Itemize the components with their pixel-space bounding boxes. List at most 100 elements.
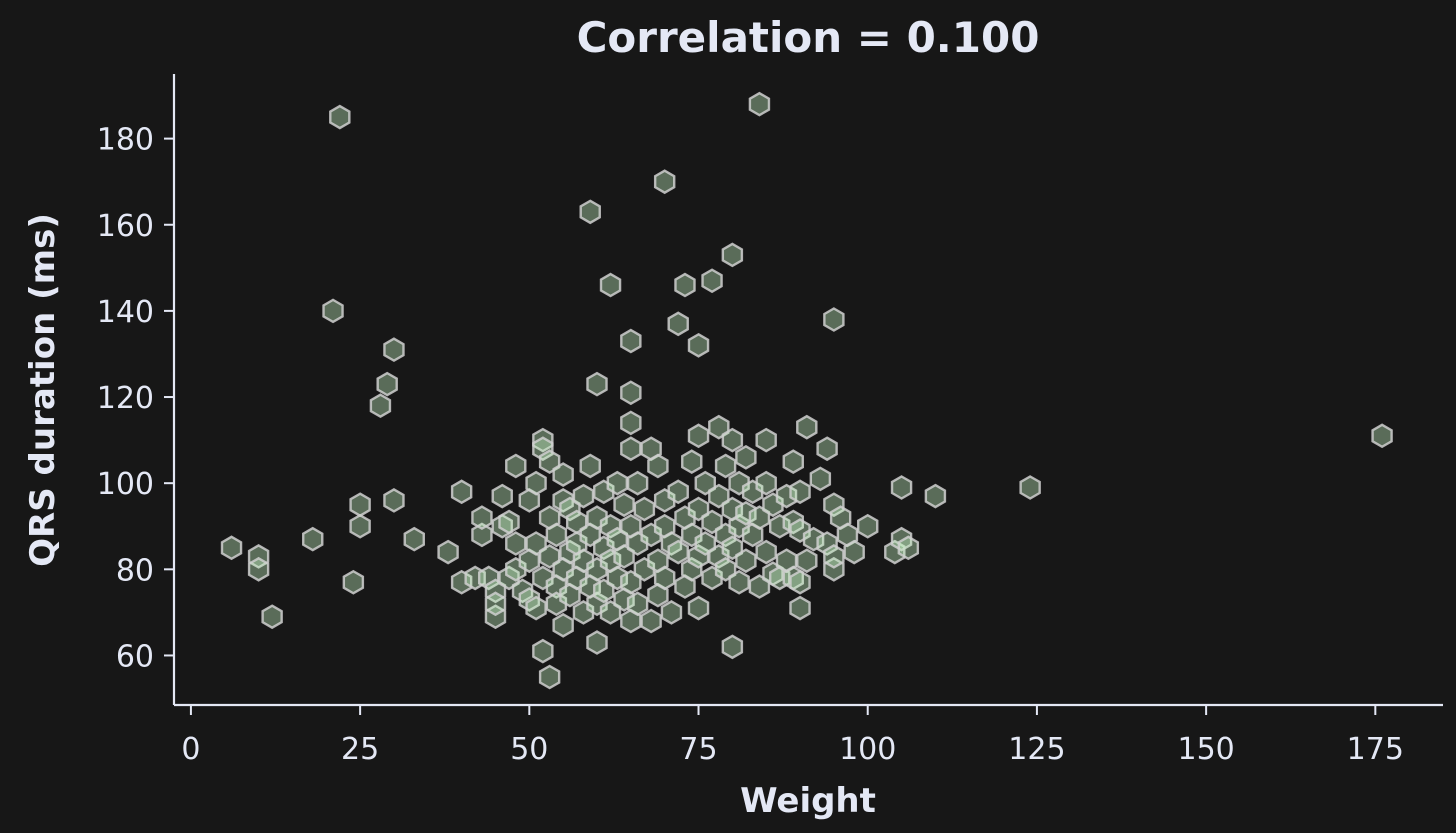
data-point — [471, 505, 493, 531]
x-tick-label: 25 — [341, 732, 379, 767]
data-point — [349, 492, 371, 518]
data-point — [538, 664, 561, 690]
data-point — [538, 449, 561, 475]
x-tick-label: 75 — [679, 732, 717, 767]
x-tick-label: 175 — [1347, 732, 1404, 767]
data-point — [559, 582, 581, 608]
data-point — [708, 414, 730, 440]
x-ticks: 0 25 50 75 100 125 150 175 — [181, 705, 1404, 767]
data-point — [640, 608, 662, 634]
data-point — [532, 436, 554, 462]
data-point — [816, 436, 838, 462]
data-point — [728, 569, 750, 595]
data-point — [721, 634, 744, 660]
data-point — [735, 444, 757, 470]
data-point — [471, 522, 493, 548]
data-point — [823, 544, 845, 569]
data-point — [748, 91, 771, 117]
data-point — [721, 535, 744, 561]
data-point — [782, 509, 804, 535]
data-point — [369, 393, 392, 419]
data-point — [498, 565, 520, 591]
x-tick-label: 125 — [1008, 732, 1065, 767]
data-point — [755, 539, 777, 565]
data-point — [498, 509, 520, 535]
data-point — [694, 531, 717, 556]
data-point — [383, 488, 405, 513]
data-point — [505, 531, 527, 556]
data-point — [667, 311, 689, 337]
y-tick-label: 100 — [97, 467, 154, 502]
data-point — [789, 595, 811, 621]
data-point — [376, 371, 398, 397]
data-point — [620, 410, 642, 436]
data-point — [620, 328, 642, 354]
data-point — [714, 453, 737, 479]
x-tick-label: 100 — [839, 732, 896, 767]
data-point — [261, 604, 283, 630]
data-point — [586, 371, 608, 397]
data-point — [525, 531, 547, 556]
y-tick-label: 140 — [97, 295, 154, 330]
y-tick-label: 60 — [116, 639, 154, 674]
data-point — [633, 496, 656, 522]
data-point — [599, 272, 622, 298]
data-point — [552, 462, 574, 487]
data-point — [660, 600, 683, 625]
data-point — [626, 470, 649, 496]
x-tick-label: 150 — [1177, 732, 1234, 767]
data-point — [565, 509, 588, 535]
data-point — [660, 531, 683, 556]
points-layer — [220, 91, 1393, 690]
data-point — [525, 595, 547, 621]
data-point — [599, 513, 622, 539]
data-point — [647, 582, 669, 608]
data-point — [714, 556, 737, 582]
data-point — [532, 638, 554, 664]
data-point — [525, 470, 547, 496]
data-point — [620, 436, 642, 462]
data-point — [437, 539, 459, 565]
data-point — [667, 539, 689, 565]
data-point — [220, 535, 243, 561]
data-point — [823, 307, 845, 332]
data-point — [687, 595, 710, 621]
data-point — [796, 548, 818, 574]
y-axis-label: QRS duration (ms) — [23, 213, 63, 567]
data-point — [755, 427, 777, 453]
data-point — [484, 591, 507, 617]
data-point — [322, 298, 344, 324]
data-point — [247, 556, 270, 582]
data-point — [545, 522, 568, 548]
data-point — [647, 453, 669, 479]
data-point — [518, 587, 541, 612]
data-point — [687, 423, 710, 449]
data-point — [796, 414, 818, 440]
data-point — [552, 488, 574, 513]
data-point — [477, 565, 500, 591]
data-point — [924, 483, 947, 509]
x-tick-label: 0 — [181, 732, 200, 767]
data-point — [701, 509, 723, 535]
data-point — [532, 427, 554, 453]
data-point — [782, 449, 804, 475]
data-point — [613, 492, 635, 518]
data-point — [674, 272, 696, 298]
data-point — [620, 608, 642, 634]
data-point — [579, 199, 601, 225]
data-point — [572, 483, 595, 509]
y-ticks: 60 80 100 120 140 160 180 — [97, 123, 174, 674]
data-point — [816, 531, 838, 556]
data-point — [349, 513, 371, 539]
data-point — [342, 569, 365, 595]
data-point — [653, 169, 676, 195]
data-point — [586, 630, 608, 655]
data-point — [1371, 423, 1393, 449]
data-point — [823, 492, 845, 518]
data-point — [1019, 475, 1041, 500]
data-point — [789, 479, 811, 505]
data-point — [620, 380, 642, 406]
data-point — [383, 337, 405, 363]
